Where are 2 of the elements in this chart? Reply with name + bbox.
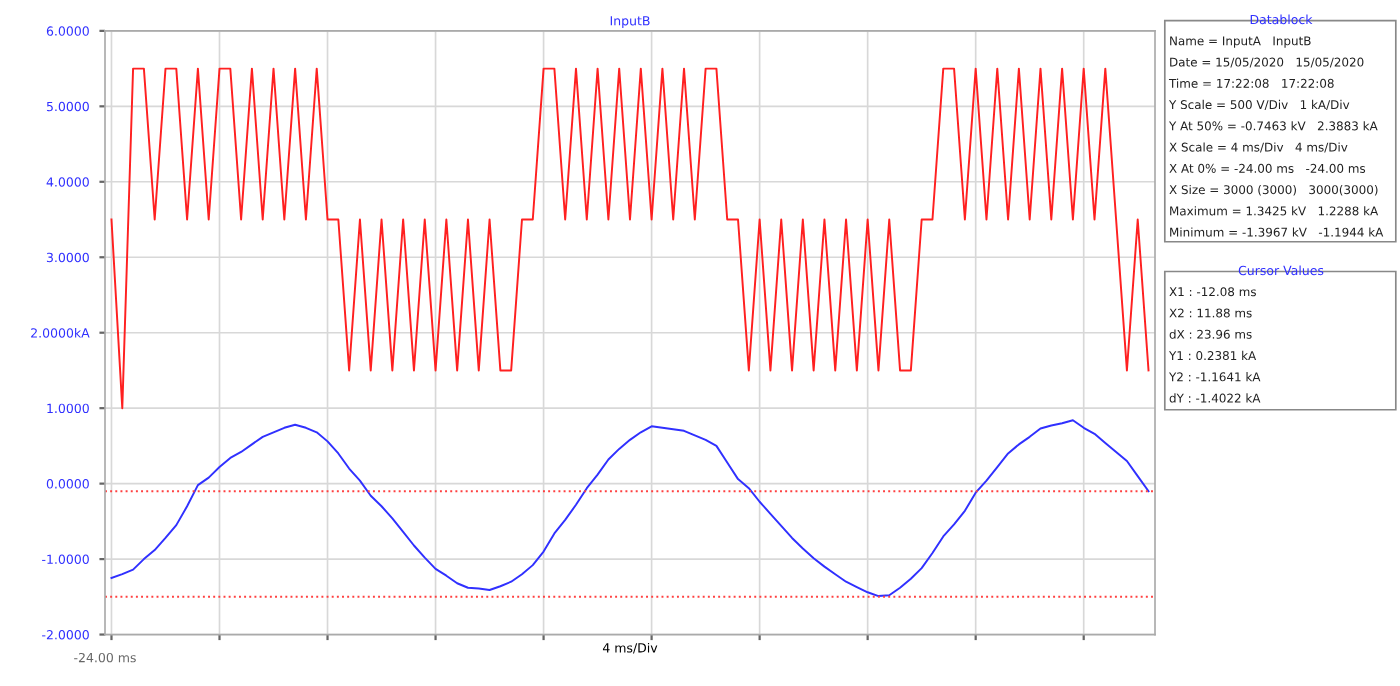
line-series [110,67,1150,410]
line-series [110,419,1150,598]
